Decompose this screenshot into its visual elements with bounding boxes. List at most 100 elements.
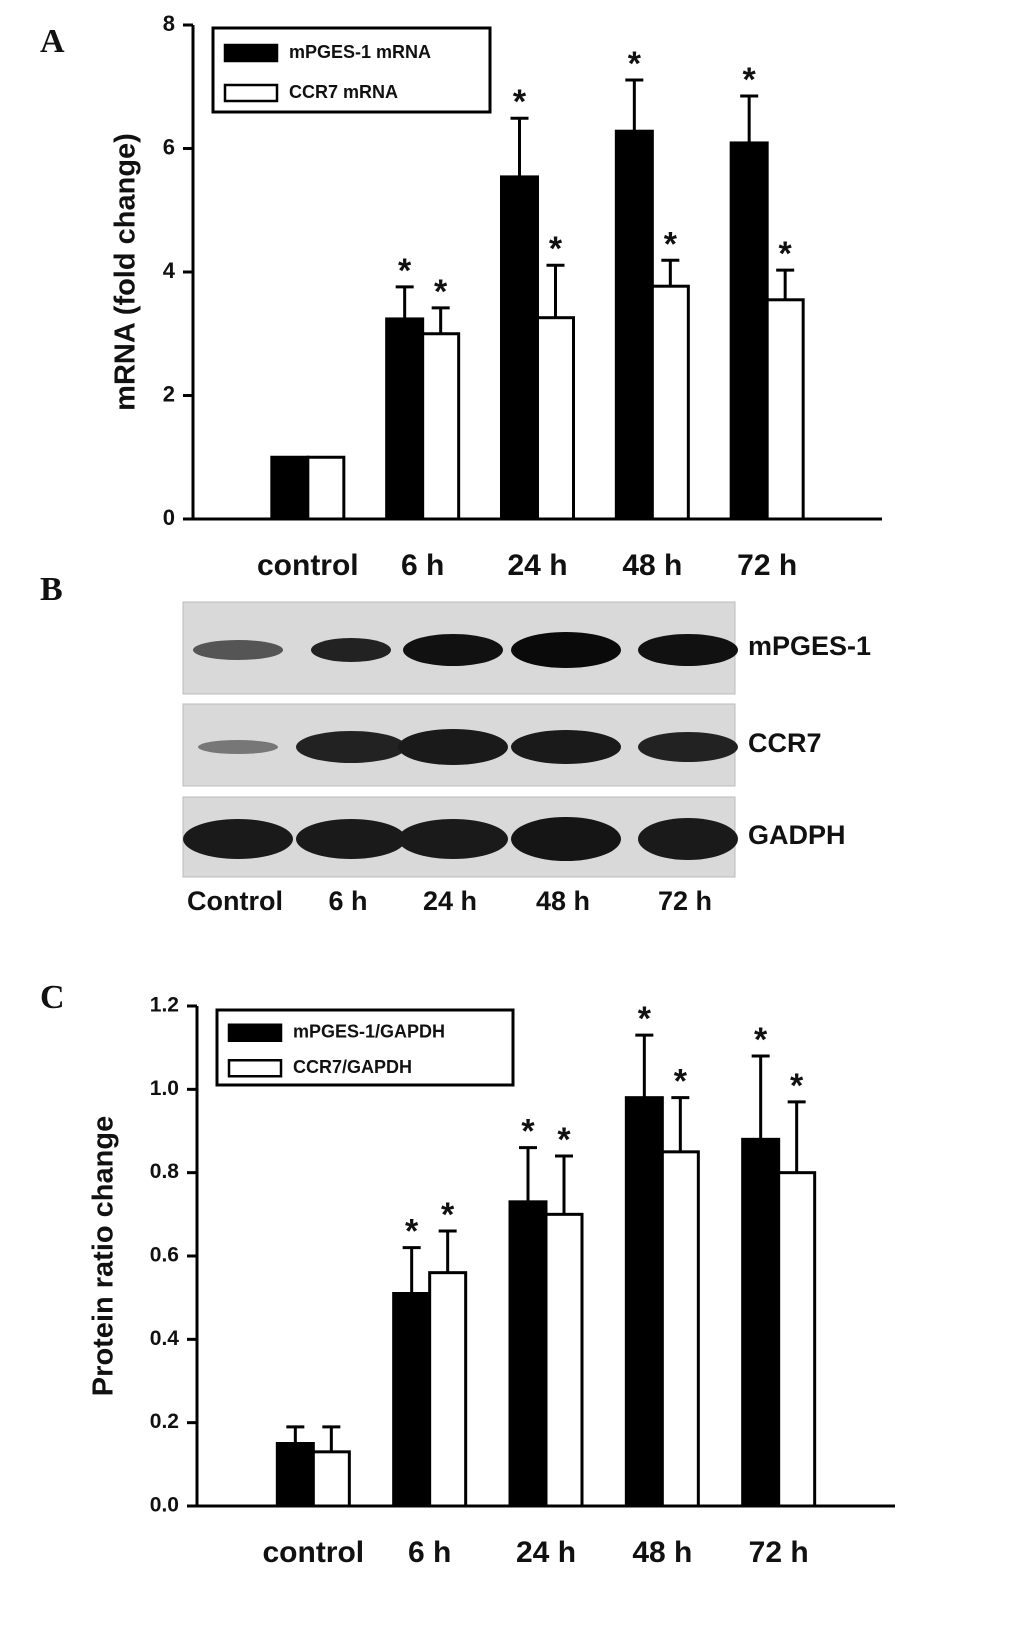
error-bar: [519, 1146, 537, 1202]
significance-mark: *: [434, 273, 448, 311]
y-tick-label: 0.8: [150, 1160, 180, 1183]
error-bar: [395, 285, 414, 319]
significance-mark: *: [674, 1063, 688, 1101]
bar: [624, 1096, 664, 1508]
bar: [729, 141, 769, 521]
significance-mark: *: [549, 230, 563, 268]
error-bar: [322, 1425, 341, 1452]
bar: [765, 298, 805, 521]
significance-mark: *: [754, 1021, 768, 1059]
legend-label: CCR7/GAPDH: [293, 1057, 412, 1077]
significance-mark: *: [398, 252, 412, 290]
significance-mark: *: [513, 83, 527, 121]
x-tick-label: 24 h: [507, 549, 567, 582]
bar: [614, 129, 654, 521]
blot-band: [403, 634, 503, 666]
significance-mark: *: [790, 1067, 804, 1105]
error-bar: [286, 1425, 305, 1444]
x-tick-label: control: [257, 549, 359, 582]
bar: [311, 1450, 351, 1508]
y-tick-label: 6: [163, 134, 175, 159]
blot-band: [311, 638, 391, 662]
y-tick-label: 0: [163, 505, 175, 530]
significance-mark: *: [638, 1000, 652, 1038]
y-tick-label: 2: [163, 381, 175, 406]
x-tick-label: 72 h: [749, 1536, 809, 1569]
blot-column-label: Control: [187, 886, 283, 916]
x-tick-label: 48 h: [632, 1536, 692, 1569]
y-axis-title: Protein ratio change: [88, 1116, 120, 1396]
x-tick-label: control: [262, 1536, 364, 1569]
bar: [270, 455, 310, 521]
legend-label: mPGES-1 mRNA: [289, 42, 431, 62]
error-bar: [635, 1033, 654, 1098]
y-tick-label: 0.6: [150, 1244, 179, 1267]
error-bar: [671, 1096, 690, 1152]
bar: [660, 1150, 700, 1508]
bar: [536, 316, 575, 521]
bar: [544, 1212, 584, 1508]
y-axis-title: mRNA (fold change): [110, 133, 142, 411]
bar: [500, 175, 539, 521]
blot-band: [398, 819, 508, 859]
blot-band: [193, 640, 283, 660]
blot-row-label: mPGES-1: [748, 631, 871, 661]
legend-swatch: [223, 83, 279, 103]
blot-band: [183, 819, 293, 859]
legend-label: CCR7 mRNA: [289, 82, 398, 102]
legend-swatch: [227, 1059, 283, 1078]
blot-column-label: 6 h: [328, 886, 367, 916]
blot-band: [398, 729, 508, 765]
y-tick-label: 0.0: [150, 1494, 179, 1517]
significance-mark: *: [557, 1121, 571, 1159]
blot-column-label: 48 h: [536, 886, 590, 916]
error-bar: [402, 1246, 421, 1294]
blot-column-label: 24 h: [423, 886, 477, 916]
x-tick-label: 48 h: [622, 549, 682, 582]
blot-band: [296, 819, 406, 859]
bar: [275, 1442, 315, 1508]
error-bar: [740, 94, 759, 143]
error-bar: [438, 1229, 457, 1273]
error-bar: [510, 116, 529, 177]
blot-band: [638, 634, 738, 666]
blot-band: [511, 817, 621, 861]
bar: [777, 1171, 817, 1508]
error-bar: [751, 1054, 770, 1140]
bar: [428, 1271, 468, 1508]
error-bar: [787, 1100, 806, 1173]
x-tick-label: 24 h: [516, 1536, 576, 1569]
y-tick-label: 0.4: [150, 1327, 180, 1350]
bar: [306, 455, 346, 521]
y-tick-label: 4: [163, 258, 176, 283]
error-bar: [546, 263, 565, 318]
significance-mark: *: [628, 45, 642, 83]
x-tick-label: 6 h: [401, 549, 444, 582]
bar: [392, 1292, 432, 1508]
bar: [741, 1137, 781, 1508]
x-tick-label: 6 h: [408, 1536, 451, 1569]
blot-column-label: 72 h: [658, 886, 712, 916]
panel-label: C: [40, 979, 65, 1016]
significance-mark: *: [441, 1196, 455, 1234]
blot-band: [296, 731, 406, 763]
error-bar: [661, 258, 680, 287]
panel-label: A: [40, 23, 65, 60]
bar: [385, 317, 425, 521]
legend-label: mPGES-1/GAPDH: [293, 1022, 445, 1042]
blot-band: [198, 740, 278, 754]
error-bar: [555, 1154, 573, 1215]
significance-mark: *: [743, 61, 757, 99]
y-tick-label: 1.2: [150, 994, 179, 1017]
blot-row-label: CCR7: [748, 728, 822, 758]
significance-mark: *: [521, 1113, 535, 1151]
blot-row-label: GADPH: [748, 820, 846, 850]
blot-band: [638, 818, 738, 860]
panel-label: B: [40, 571, 63, 608]
error-bar: [625, 78, 644, 132]
error-bar: [776, 268, 795, 300]
x-tick-label: 72 h: [737, 549, 797, 582]
y-tick-label: 8: [163, 11, 175, 36]
bar: [508, 1200, 548, 1508]
